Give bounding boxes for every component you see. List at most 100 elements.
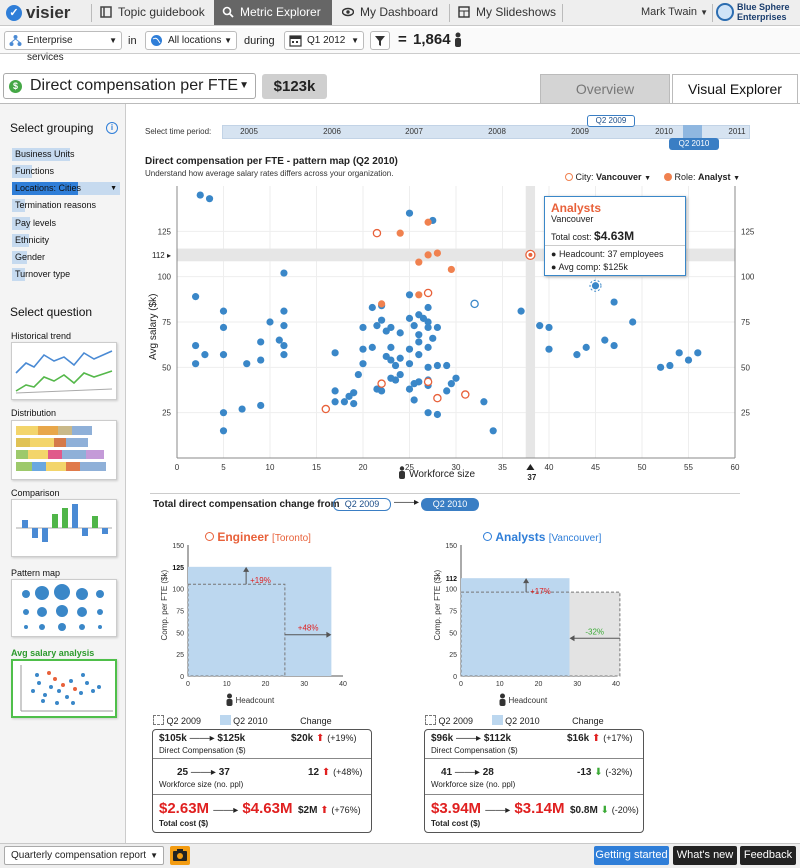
legend-role-value: Analyst bbox=[698, 172, 731, 182]
data-point bbox=[378, 316, 386, 324]
grouping-business-units[interactable]: Business Units bbox=[12, 148, 120, 161]
timeline-year[interactable]: 2007 bbox=[405, 127, 423, 136]
data-point bbox=[424, 409, 432, 417]
data-point bbox=[219, 427, 228, 435]
timeline-selection[interactable] bbox=[683, 125, 702, 139]
data-point bbox=[359, 323, 367, 332]
chevron-down-icon: ▼ bbox=[700, 8, 709, 17]
metric-name: Direct compensation per FTE bbox=[30, 77, 239, 94]
left-panel-title: Engineer [Toronto] bbox=[205, 530, 311, 544]
whats-new-button[interactable]: What's new bbox=[673, 846, 737, 865]
data-point bbox=[387, 356, 395, 364]
grouping-title: Select grouping bbox=[10, 121, 94, 135]
timeline-bar[interactable] bbox=[222, 125, 750, 139]
data-point bbox=[424, 303, 432, 312]
grouping-gender[interactable]: Gender bbox=[12, 251, 120, 264]
timeline-to-marker[interactable]: Q2 2010 bbox=[669, 138, 719, 150]
comp-from: $105k bbox=[159, 733, 187, 744]
tab-my-slideshows[interactable]: My Slideshows bbox=[450, 0, 562, 25]
org-dropdown[interactable]: Enterprise services ▼ bbox=[4, 31, 122, 63]
timeline-year[interactable]: 2008 bbox=[488, 127, 506, 136]
cost-label: Total cost ($) bbox=[159, 819, 209, 828]
grouping-ethnicity[interactable]: Ethnicity bbox=[12, 234, 120, 247]
data-point bbox=[415, 351, 423, 359]
arrow-right-icon: ——▸ bbox=[189, 733, 215, 744]
legend-role[interactable]: Role: Analyst ▼ bbox=[664, 172, 740, 182]
grouping-turnover-type[interactable]: Turnover type bbox=[12, 268, 120, 281]
period-dropdown[interactable]: Q1 2012 ▼ bbox=[284, 31, 364, 50]
during-label: during bbox=[244, 35, 275, 47]
question-avg-salary-analysis[interactable] bbox=[11, 659, 117, 718]
grouping-label: Pay levels bbox=[15, 218, 57, 228]
ws-to: 28 bbox=[482, 767, 494, 778]
location-dropdown[interactable]: All locations ▼ bbox=[145, 31, 237, 50]
change-from-pill[interactable]: Q2 2009 bbox=[333, 498, 391, 511]
grouping-functions[interactable]: Functions bbox=[12, 165, 120, 178]
data-point bbox=[545, 323, 553, 332]
report-dropdown[interactable]: Quarterly compensation report ▼ bbox=[4, 846, 164, 865]
legend-a: Q2 2009 bbox=[166, 716, 202, 726]
change-to-pill[interactable]: Q2 2010 bbox=[421, 498, 479, 511]
period-value: Q1 2012 bbox=[307, 35, 346, 46]
comp-label: Direct Compensation ($) bbox=[159, 746, 246, 755]
area-q2-2010 bbox=[461, 578, 570, 676]
data-point-analyst-open bbox=[372, 228, 382, 238]
tab-topic-guidebook[interactable]: Topic guidebook bbox=[92, 0, 212, 25]
info-icon[interactable]: i bbox=[106, 122, 118, 134]
data-point bbox=[545, 345, 553, 353]
ws-pct: (+48%) bbox=[333, 767, 363, 777]
app-logo[interactable]: ✓ visier bbox=[6, 3, 70, 23]
timeline-year[interactable]: 2009 bbox=[571, 127, 589, 136]
cost-to: $4.63M bbox=[242, 800, 293, 817]
tooltip-headcount: Headcount: 37 employees bbox=[558, 249, 664, 259]
cost-label: Total cost ($) bbox=[431, 819, 481, 828]
grouping-pay-levels[interactable]: Pay levels bbox=[12, 217, 120, 230]
data-point bbox=[280, 269, 288, 277]
x-tick-label: 30 bbox=[300, 681, 308, 688]
x-tick-label: 20 bbox=[359, 463, 368, 472]
getting-started-button[interactable]: Getting started bbox=[594, 846, 669, 865]
tab-my-dashboard[interactable]: My Dashboard bbox=[334, 0, 446, 25]
timeline-from-marker[interactable]: Q2 2009 bbox=[587, 115, 635, 127]
data-point bbox=[257, 356, 265, 364]
timeline-year[interactable]: 2010 bbox=[655, 127, 673, 136]
person-icon-body bbox=[226, 699, 233, 706]
data-point bbox=[424, 343, 432, 351]
question-distribution[interactable] bbox=[11, 420, 117, 480]
data-point bbox=[201, 351, 209, 359]
grouping-locations-cities[interactable]: Locations: Cities ▼ bbox=[12, 182, 120, 195]
location-value: All locations bbox=[168, 35, 222, 46]
data-point bbox=[192, 293, 200, 301]
grouping-bar bbox=[12, 251, 27, 264]
y-mark-label: 125 bbox=[172, 565, 184, 572]
scatter-subtitle: Understand how average salary rates diff… bbox=[145, 169, 394, 178]
legend-city[interactable]: City: Vancouver ▼ bbox=[565, 172, 651, 182]
data-point bbox=[359, 345, 367, 353]
filter-button[interactable] bbox=[370, 31, 390, 50]
legend-city-value: Vancouver bbox=[596, 172, 642, 182]
grouping-termination-reasons[interactable]: Termination reasons bbox=[12, 199, 120, 212]
tab-visual-explorer[interactable]: Visual Explorer bbox=[672, 74, 798, 104]
timeline-year[interactable]: 2011 bbox=[728, 127, 746, 136]
highlight-band-x bbox=[525, 186, 536, 458]
data-point-analyst bbox=[447, 265, 455, 274]
data-point bbox=[368, 343, 376, 351]
data-point bbox=[573, 351, 581, 359]
area-q2-2009 bbox=[187, 583, 286, 677]
tab-overview[interactable]: Overview bbox=[540, 74, 670, 103]
data-point bbox=[396, 354, 404, 362]
data-point bbox=[257, 401, 265, 410]
question-comparison[interactable] bbox=[11, 499, 117, 557]
question-historical-trend[interactable] bbox=[11, 342, 117, 400]
snapshot-button[interactable] bbox=[170, 846, 190, 865]
tab-metric-explorer[interactable]: Metric Explorer bbox=[214, 0, 332, 25]
right-panel-title: Analysts [Vancouver] bbox=[483, 530, 601, 544]
timeline-year[interactable]: 2005 bbox=[240, 127, 258, 136]
user-menu[interactable]: Mark Twain ▼ bbox=[641, 6, 708, 18]
data-point bbox=[447, 380, 455, 388]
grouping-label: Business Units bbox=[15, 149, 75, 159]
timeline-year[interactable]: 2006 bbox=[323, 127, 341, 136]
feedback-button[interactable]: Feedback bbox=[740, 846, 796, 865]
question-pattern-map[interactable] bbox=[11, 579, 117, 637]
metric-selector[interactable]: Direct compensation per FTE ▼ bbox=[3, 73, 256, 99]
